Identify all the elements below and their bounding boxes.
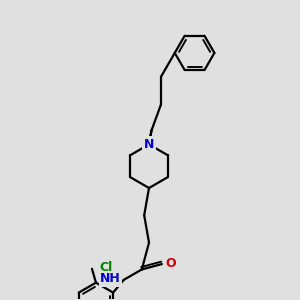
Text: O: O [166,256,176,270]
Text: Cl: Cl [99,261,112,274]
Text: NH: NH [100,272,121,285]
Text: N: N [144,138,154,151]
